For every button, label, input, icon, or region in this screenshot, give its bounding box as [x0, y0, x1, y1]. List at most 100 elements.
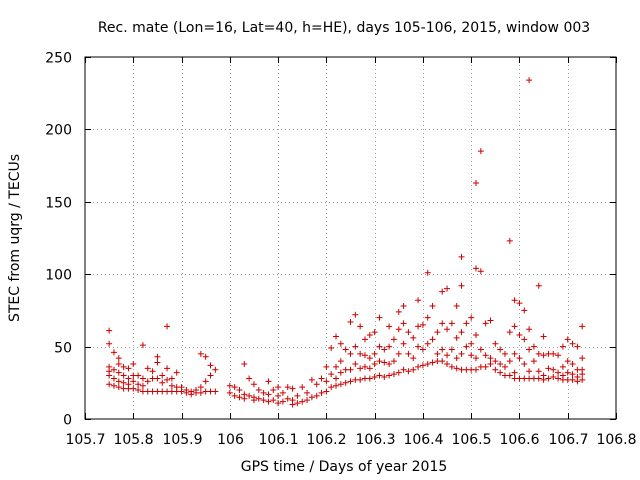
data-point	[487, 355, 494, 362]
data-point	[289, 401, 296, 408]
y-tick-label: 200	[45, 123, 72, 139]
data-point	[130, 378, 137, 385]
y-tick-label: 0	[63, 413, 72, 429]
data-point	[337, 358, 344, 365]
y-axis-label: STEC from uqrg / TECUs	[7, 154, 23, 322]
data-point	[265, 378, 272, 385]
data-point	[226, 389, 233, 396]
data-point	[275, 392, 282, 399]
data-point	[473, 179, 480, 186]
data-point	[265, 391, 272, 398]
data-point	[492, 358, 499, 365]
data-point	[530, 343, 537, 350]
data-point	[115, 378, 122, 385]
data-point	[270, 387, 277, 394]
data-point	[164, 376, 171, 383]
data-point	[115, 369, 122, 376]
data-point	[236, 387, 243, 394]
data-point	[386, 372, 393, 379]
data-point	[376, 372, 383, 379]
x-tick-label: 105.9	[162, 432, 202, 448]
data-point	[361, 352, 368, 359]
data-point	[501, 363, 508, 370]
data-point	[337, 369, 344, 376]
data-point	[574, 378, 581, 385]
data-point	[410, 366, 417, 373]
data-point	[555, 369, 562, 376]
data-point	[250, 397, 257, 404]
data-point	[521, 360, 528, 367]
x-tick-label: 106.5	[451, 432, 491, 448]
data-point	[516, 300, 523, 307]
data-point	[110, 349, 117, 356]
data-point	[381, 346, 388, 353]
data-point	[444, 360, 451, 367]
chart-title: Rec. mate (Lon=16, Lat=40, h=HE), days 1…	[98, 20, 590, 36]
data-point	[236, 394, 243, 401]
data-point	[453, 334, 460, 341]
data-point	[429, 336, 436, 343]
data-point	[511, 323, 518, 330]
data-point	[405, 350, 412, 357]
data-point	[284, 395, 291, 402]
data-point	[260, 397, 267, 404]
data-point	[526, 368, 533, 375]
data-point	[458, 350, 465, 357]
data-point	[386, 323, 393, 330]
data-point	[468, 314, 475, 321]
data-point	[463, 320, 470, 327]
data-point	[410, 334, 417, 341]
data-point	[535, 368, 542, 375]
data-point	[135, 387, 142, 394]
data-point	[289, 385, 296, 392]
data-point	[559, 363, 566, 370]
data-point	[521, 307, 528, 314]
data-point	[579, 371, 586, 378]
grid-layer	[85, 57, 616, 419]
data-point	[424, 340, 431, 347]
data-point	[333, 363, 340, 370]
data-point	[424, 269, 431, 276]
data-point	[135, 372, 142, 379]
data-point	[308, 376, 315, 383]
x-tick-label: 106.3	[355, 432, 395, 448]
data-point	[390, 371, 397, 378]
data-point	[255, 387, 262, 394]
data-point	[250, 381, 257, 388]
data-point	[453, 365, 460, 372]
data-point	[545, 365, 552, 372]
data-point	[555, 352, 562, 359]
data-point	[366, 375, 373, 382]
tick-layer: 105.7 105.8 105.9 106 106.1 106.2 106.3 106.4 10…	[45, 51, 636, 449]
data-point	[376, 358, 383, 365]
data-point	[434, 329, 441, 336]
data-point	[564, 358, 571, 365]
data-point	[473, 332, 480, 339]
data-point	[120, 363, 127, 370]
data-point	[458, 329, 465, 336]
x-tick-label: 106.7	[548, 432, 588, 448]
data-point	[241, 395, 248, 402]
data-point	[569, 360, 576, 367]
data-point	[419, 321, 426, 328]
data-point	[415, 297, 422, 304]
data-point	[400, 320, 407, 327]
data-point	[545, 375, 552, 382]
data-point	[212, 388, 219, 395]
data-point	[511, 297, 518, 304]
data-point	[246, 392, 253, 399]
data-point	[540, 333, 547, 340]
data-point	[448, 363, 455, 370]
data-point	[487, 360, 494, 367]
data-point	[468, 340, 475, 347]
data-point	[168, 382, 175, 389]
data-point	[188, 391, 195, 398]
data-point	[381, 359, 388, 366]
data-point	[207, 372, 214, 379]
data-point	[366, 355, 373, 362]
data-point	[241, 360, 248, 367]
data-point	[164, 365, 171, 372]
data-point	[149, 368, 156, 375]
data-point	[458, 253, 465, 260]
data-points	[106, 77, 586, 408]
